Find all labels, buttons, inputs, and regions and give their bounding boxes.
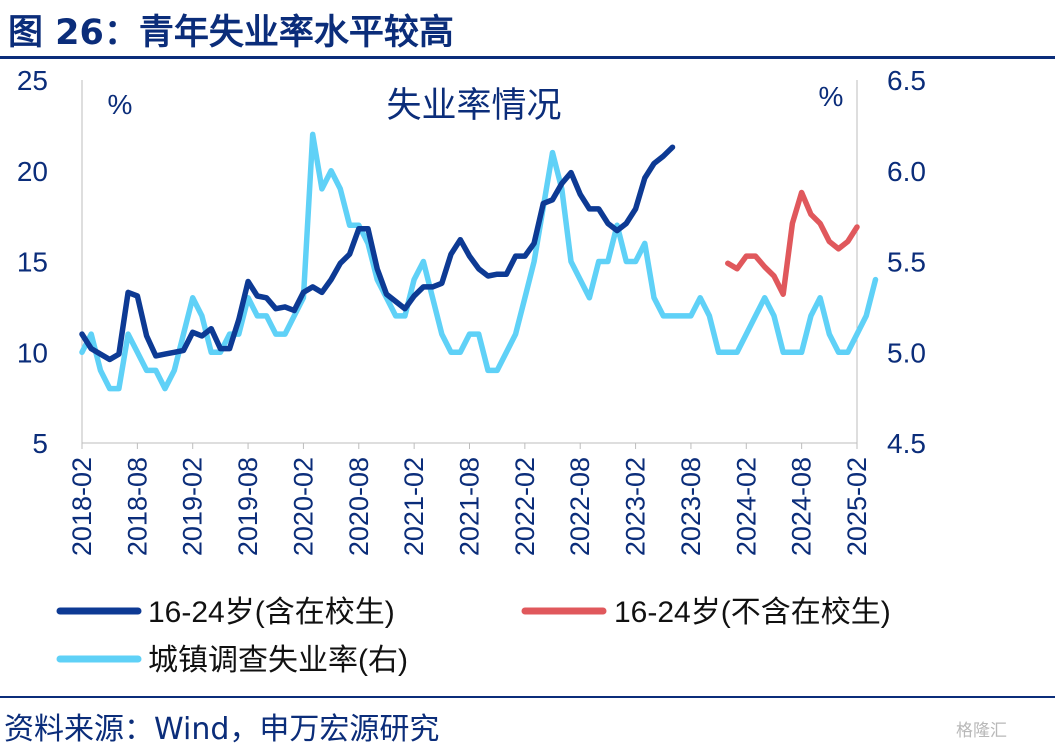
x-tick-label: 2019-02 [178,457,208,556]
y-left-tick-label: 10 [17,337,48,368]
series-line-2 [725,189,860,297]
x-tick-label: 2023-08 [676,457,706,556]
x-tick-label: 2020-02 [288,457,318,556]
top-rule [0,56,1055,59]
watermark: 格隆汇 [956,721,1007,741]
source-note: 资料来源：Wind，申万宏源研究 [4,712,440,747]
x-tick-label: 2024-08 [787,457,817,556]
figure-title: 图 26：青年失业率水平较高 [8,13,454,53]
x-tick-label: 2022-02 [510,457,540,556]
series-line-3 [79,131,879,392]
legend-label-1: 16-24岁(含在校生) [148,596,395,629]
x-tick-label: 2019-08 [233,457,263,556]
left-unit-label: % [108,89,133,120]
y-left-tick-label: 25 [17,65,48,96]
y-right-tick-label: 5.0 [887,337,926,368]
line-chart: 5 10 15 20 25 4.5 5.0 5.5 6.0 6.5 2018-02 2018-08 20… [17,65,926,677]
x-tick-label: 2020-08 [344,457,374,556]
y-right-tick-label: 6.0 [887,156,926,187]
series-line-1 [79,144,676,363]
x-tick-label: 2021-02 [399,457,429,556]
y-left-tick-label: 20 [17,156,48,187]
legend-label-2: 16-24岁(不含在校生) [614,596,891,629]
y-right-tick-label: 5.5 [887,247,926,278]
legend-label-3: 城镇调查失业率(右) [148,644,408,677]
x-tick-label: 2025-02 [842,457,872,556]
y-left-tick-label: 5 [32,428,48,459]
y-left-tick-label: 15 [17,247,48,278]
x-tick-label: 2018-02 [67,457,97,556]
x-tick-label: 2023-02 [621,457,651,556]
x-tick-label: 2022-08 [565,457,595,556]
bottom-rule [0,696,1055,698]
y-right-tick-label: 4.5 [887,428,926,459]
x-tick-label: 2018-08 [122,457,152,556]
chart-title: 失业率情况 [386,86,561,125]
x-tick-label: 2021-08 [455,457,485,556]
x-tick-label: 2024-02 [731,457,761,556]
right-unit-label: % [819,81,844,112]
y-right-tick-label: 6.5 [887,65,926,96]
